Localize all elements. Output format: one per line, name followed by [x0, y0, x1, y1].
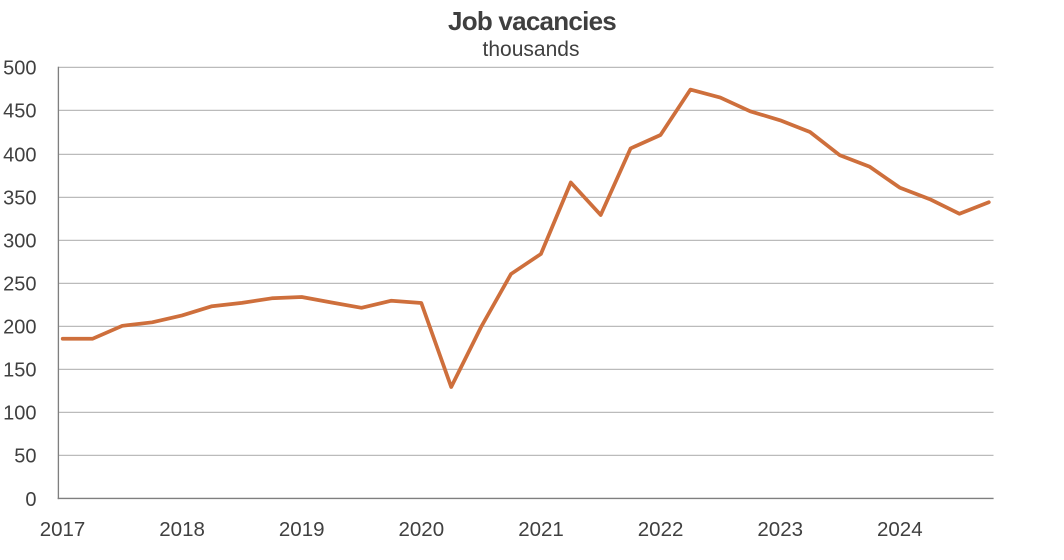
svg-text:100: 100 [3, 403, 36, 425]
svg-text:450: 450 [3, 101, 36, 123]
svg-text:2019: 2019 [279, 518, 325, 541]
svg-text:200: 200 [3, 317, 36, 339]
svg-text:2022: 2022 [638, 518, 684, 541]
svg-text:2024: 2024 [877, 518, 923, 541]
svg-text:150: 150 [3, 360, 36, 382]
svg-text:500: 500 [3, 58, 36, 80]
svg-text:0: 0 [25, 489, 36, 511]
svg-text:350: 350 [3, 188, 36, 210]
svg-text:300: 300 [3, 231, 36, 253]
svg-text:Job vacancies: Job vacancies [448, 6, 616, 36]
svg-text:400: 400 [3, 145, 36, 167]
svg-text:2017: 2017 [40, 518, 86, 541]
svg-text:thousands: thousands [483, 38, 580, 61]
svg-text:2023: 2023 [757, 518, 803, 541]
svg-text:50: 50 [14, 446, 36, 468]
svg-text:2020: 2020 [398, 518, 444, 541]
svg-text:250: 250 [3, 274, 36, 296]
svg-text:2021: 2021 [518, 518, 564, 541]
svg-text:2018: 2018 [159, 518, 205, 541]
